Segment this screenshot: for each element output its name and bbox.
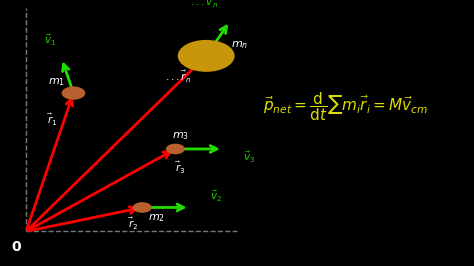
Text: 0: 0 xyxy=(12,240,21,254)
Text: $\vec{r}_2$: $\vec{r}_2$ xyxy=(128,215,138,232)
Circle shape xyxy=(166,144,185,154)
Circle shape xyxy=(133,202,152,213)
Text: $\vec{v}_3$: $\vec{v}_3$ xyxy=(243,149,255,165)
Text: $...\vec{v}_n$: $...\vec{v}_n$ xyxy=(190,0,218,10)
Text: $m_3$: $m_3$ xyxy=(172,130,189,142)
Text: $\vec{p}_{net} = \dfrac{\mathrm{d}}{\mathrm{d}t}\sum m_i\vec{r}_i = M\vec{v}_{cm: $\vec{p}_{net} = \dfrac{\mathrm{d}}{\mat… xyxy=(264,90,428,123)
Text: $\vec{v}_2$: $\vec{v}_2$ xyxy=(210,189,222,205)
Text: $\vec{r}_1$: $\vec{r}_1$ xyxy=(47,111,57,128)
Text: $m_1$: $m_1$ xyxy=(48,77,65,88)
Text: $m_n$: $m_n$ xyxy=(231,39,248,51)
Text: $...\vec{r}_n$: $...\vec{r}_n$ xyxy=(164,69,191,85)
Text: $m_2$: $m_2$ xyxy=(148,212,165,224)
Circle shape xyxy=(62,86,85,100)
Text: $\vec{v}_1$: $\vec{v}_1$ xyxy=(44,32,56,48)
Circle shape xyxy=(178,40,235,72)
Text: $\vec{r}_3$: $\vec{r}_3$ xyxy=(175,159,185,176)
